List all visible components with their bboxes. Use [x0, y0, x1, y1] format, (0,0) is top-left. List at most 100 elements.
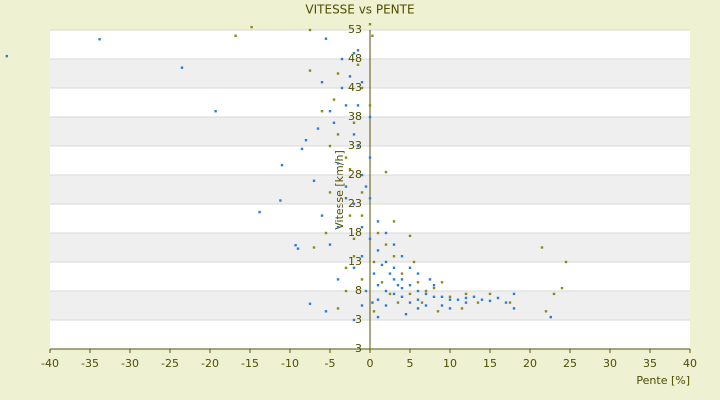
scatter-point [352, 237, 356, 240]
scatter-point [428, 278, 432, 281]
scatter-point [388, 292, 392, 296]
scatter-point [436, 310, 440, 313]
y-tick-label: 18 [348, 226, 362, 239]
scatter-point [340, 86, 344, 90]
scatter-point [408, 301, 412, 304]
scatter-point [508, 301, 512, 304]
scatter-point [504, 301, 508, 304]
scatter-point [376, 298, 380, 301]
scatter-point [472, 295, 476, 298]
scatter-point [440, 295, 444, 298]
scatter-point [328, 144, 332, 148]
scatter-point [540, 246, 544, 249]
x-tick-label: -35 [81, 357, 99, 370]
scatter-point [408, 234, 412, 238]
x-axis-label: Pente [%] [636, 374, 690, 387]
scatter-point [496, 296, 500, 300]
scatter-point [460, 307, 464, 310]
scatter-point [372, 272, 376, 275]
scatter-point [336, 162, 340, 165]
scatter-point [214, 110, 217, 113]
scatter-point [392, 243, 396, 246]
y-tick-label: 3 [355, 313, 362, 326]
scatter-point [336, 307, 340, 310]
scatter-point [320, 81, 324, 84]
scatter-point [424, 289, 428, 293]
scatter-point [400, 286, 404, 290]
scatter-point [360, 173, 364, 177]
scatter-point [360, 86, 364, 90]
scatter-point [384, 243, 388, 246]
x-tick-label: -25 [161, 357, 179, 370]
scatter-point [300, 147, 304, 151]
scatter-point [384, 260, 388, 264]
scatter-point [372, 260, 376, 264]
scatter-point [340, 57, 344, 61]
scatter-point [384, 170, 388, 174]
scatter-point [464, 296, 468, 300]
scatter-point [368, 237, 372, 240]
scatter-point [348, 75, 352, 78]
scatter-point [308, 302, 312, 305]
scatter-point [416, 272, 420, 275]
x-tick-label: -30 [121, 357, 139, 370]
x-tick-label: 0 [367, 357, 374, 370]
scatter-point [308, 28, 312, 32]
scatter-point [464, 301, 468, 304]
scatter-point [456, 298, 460, 301]
scatter-point [408, 284, 412, 287]
scatter-point [384, 231, 388, 235]
scatter-point [408, 266, 412, 269]
scatter-point [296, 247, 300, 250]
scatter-point [440, 281, 444, 284]
scatter-point [400, 272, 404, 275]
scatter-point [376, 231, 380, 235]
scatter-point [332, 121, 336, 124]
scatter-point [488, 299, 492, 303]
scatter-point [392, 255, 396, 258]
x-tick-label: 35 [643, 357, 657, 370]
scatter-point [372, 310, 376, 313]
y-tick-label: 33 [348, 139, 362, 152]
scatter-point [376, 249, 380, 252]
scatter-point [336, 226, 340, 229]
scatter-point [392, 220, 396, 223]
scatter-point [420, 301, 424, 304]
x-tick-label: -40 [41, 357, 59, 370]
scatter-point [380, 281, 384, 284]
x-tick-label: 25 [563, 357, 577, 370]
x-tick-label: -20 [201, 357, 219, 370]
scatter-point [5, 54, 8, 58]
scatter-point [416, 298, 420, 301]
scatter-point [424, 304, 428, 307]
scatter-point [352, 255, 356, 258]
scatter-point [312, 246, 316, 249]
scatter-point [280, 163, 284, 167]
y-tick-label: 28 [348, 168, 362, 181]
y-tick-label: 53 [348, 23, 362, 36]
scatter-point [328, 243, 332, 246]
scatter-point [448, 295, 452, 298]
y-tick-label: 3 [355, 342, 362, 355]
scatter-point [416, 307, 420, 310]
scatter-point [396, 284, 400, 287]
scatter-point [560, 286, 564, 290]
scatter-point [371, 34, 374, 37]
scatter-point [308, 69, 312, 72]
scatter-point [352, 266, 356, 269]
scatter-point [360, 191, 364, 194]
scatter-point [364, 185, 368, 188]
y-tick-label: 13 [348, 255, 362, 268]
scatter-point [356, 144, 360, 148]
scatter-point [344, 156, 348, 159]
y-tick-label: 38 [348, 110, 362, 123]
scatter-point [432, 295, 436, 298]
scatter-point [344, 185, 348, 188]
x-tick-label: 10 [443, 357, 457, 370]
scatter-point [412, 260, 416, 264]
scatter-point [328, 191, 332, 194]
scatter-point [368, 156, 372, 159]
scatter-point [392, 292, 396, 296]
scatter-point [432, 286, 436, 290]
